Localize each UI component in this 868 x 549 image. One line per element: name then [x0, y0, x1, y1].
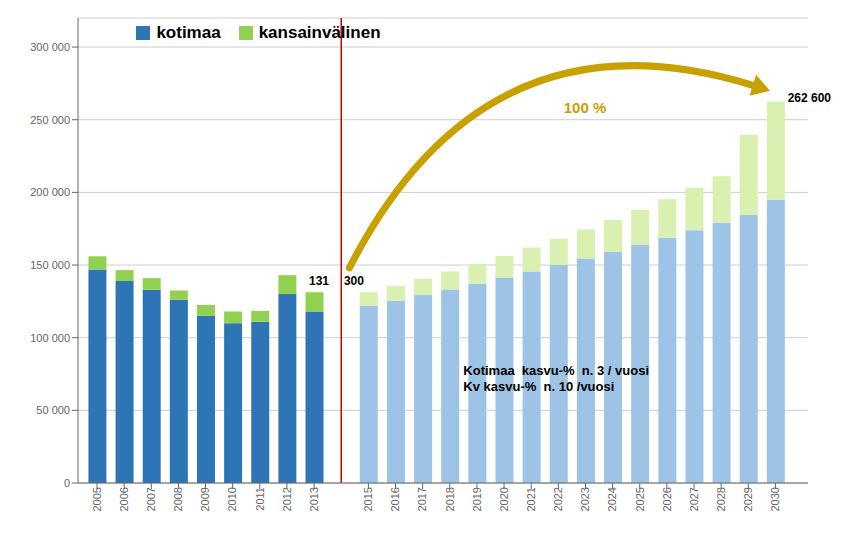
svg-text:2021: 2021 — [525, 487, 537, 511]
svg-text:2012: 2012 — [281, 487, 293, 511]
svg-text:2011: 2011 — [254, 487, 266, 511]
svg-text:2006: 2006 — [118, 487, 130, 511]
svg-text:2007: 2007 — [145, 487, 157, 511]
html-text:kotimaa: kotimaa — [156, 22, 221, 42]
svg-text:100 %: 100 % — [564, 99, 607, 116]
svg-text:50 000: 50 000 — [36, 404, 70, 416]
svg-text:100 000: 100 000 — [30, 332, 70, 344]
svg-text:2005: 2005 — [91, 487, 103, 511]
svg-text:2015: 2015 — [362, 487, 374, 511]
svg-text:2019: 2019 — [471, 487, 483, 511]
svg-text:2023: 2023 — [579, 487, 591, 511]
svg-text:2025: 2025 — [634, 487, 646, 511]
svg-text:200 000: 200 000 — [30, 186, 70, 198]
svg-text:2024: 2024 — [606, 487, 618, 511]
svg-text:150 000: 150 000 — [30, 259, 70, 271]
svg-text:Kotimaa kasvu-% n. 3 / vuosi: Kotimaa kasvu-% n. 3 / vuosiKv kasvu-% n… — [463, 363, 649, 394]
svg-text:2017: 2017 — [416, 487, 428, 511]
svg-text:2016: 2016 — [389, 487, 401, 511]
svg-text:2018: 2018 — [444, 487, 456, 511]
svg-text:2020: 2020 — [498, 487, 510, 511]
svg-text:262 600: 262 600 — [788, 91, 832, 105]
svg-text:0: 0 — [64, 477, 70, 489]
svg-text:250 000: 250 000 — [30, 114, 70, 126]
svg-text:300 000: 300 000 — [30, 41, 70, 53]
svg-text:2030: 2030 — [769, 487, 781, 511]
svg-text:2010: 2010 — [226, 487, 238, 511]
svg-text:131: 131 — [309, 274, 329, 288]
html-text:kansainvälinen: kansainvälinen — [258, 22, 381, 42]
svg-text:2008: 2008 — [172, 487, 184, 511]
svg-text:2029: 2029 — [742, 487, 754, 511]
svg-text:2028: 2028 — [715, 487, 727, 511]
svg-text:300: 300 — [344, 274, 364, 288]
svg-text:2027: 2027 — [688, 487, 700, 511]
svg-text:2009: 2009 — [199, 487, 211, 511]
svg-text:2013: 2013 — [308, 487, 320, 511]
svg-text:2026: 2026 — [661, 487, 673, 511]
svg-text:2022: 2022 — [552, 487, 564, 511]
